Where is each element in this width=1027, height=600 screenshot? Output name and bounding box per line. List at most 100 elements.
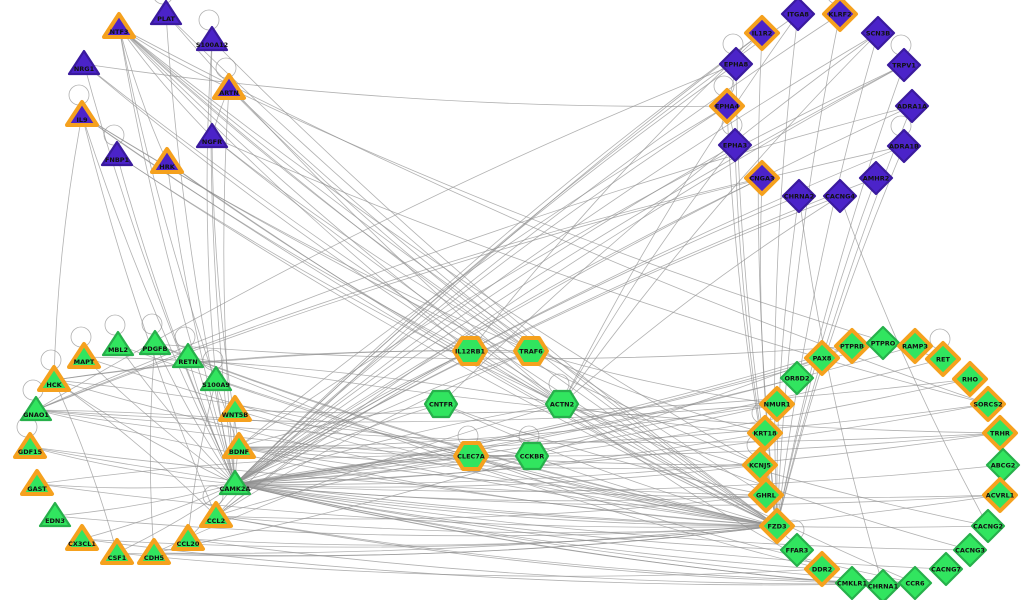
edge-PDGFB-CAMK2A bbox=[154, 343, 236, 485]
triangle-shape bbox=[19, 395, 53, 422]
edge-S100A9-CCL20 bbox=[187, 379, 217, 540]
diamond-shape bbox=[744, 160, 780, 196]
edge-CX3CL1-CAMK2A bbox=[81, 483, 236, 540]
edge-CAMK2A-CACNG2 bbox=[234, 483, 989, 528]
edge-PLAT-FZD3 bbox=[165, 13, 778, 527]
hexagon-shape bbox=[423, 389, 459, 419]
edge-EDN3-FZD3 bbox=[54, 515, 778, 537]
edge-BDNF-GHRL bbox=[238, 446, 767, 496]
edge-NTF3-ACTN2 bbox=[118, 26, 563, 405]
edge-S100A9-CAMK2A bbox=[215, 379, 236, 485]
edge-GNAO1-NMUR1 bbox=[35, 403, 778, 423]
edge-CNGA3-CAMK2A bbox=[234, 177, 763, 485]
triangle-shape bbox=[100, 538, 134, 565]
edge-CX3CL1-CCR6 bbox=[81, 538, 916, 586]
edge-PLAT-ACTN2 bbox=[165, 13, 563, 405]
edge-CAMK2A-RET bbox=[234, 358, 944, 485]
node-CCKBR[interactable]: CCKBR bbox=[514, 441, 550, 471]
diamond-shape bbox=[781, 178, 817, 214]
edge-GDF15-CAMK2A bbox=[29, 446, 236, 485]
edge-BDNF-KCNJ5 bbox=[238, 446, 761, 469]
edge-TRAF6-KRT18 bbox=[530, 350, 766, 434]
diamond-shape bbox=[742, 447, 778, 483]
triangle-shape bbox=[67, 342, 101, 369]
edge-HCK-FZD3 bbox=[53, 379, 778, 527]
edge-CHRNA2-CAMK2A bbox=[234, 195, 800, 485]
diamond-shape bbox=[780, 0, 816, 32]
edge-SCN3B-ACTN2 bbox=[561, 32, 879, 405]
node-CLEC7A[interactable]: CLEC7A bbox=[453, 441, 489, 471]
edge-FNBP1-FZD3 bbox=[116, 154, 778, 527]
edge-S100A12-S100A9 bbox=[206, 39, 217, 381]
diamond-shape bbox=[952, 532, 988, 568]
edge-CNTFR-FZD3 bbox=[440, 403, 778, 527]
edge-ITGA8-FZD3 bbox=[774, 13, 799, 527]
diamond-shape bbox=[897, 328, 933, 364]
edge-CAMK2A-DDR2 bbox=[234, 483, 823, 570]
edge-PDGFB-PTPRB bbox=[154, 343, 853, 360]
edge-CACNG4-CACNG2 bbox=[839, 195, 989, 527]
edge-CAMK2A-ABCG2 bbox=[234, 464, 1004, 492]
diamond-shape bbox=[925, 341, 961, 377]
diamond-shape bbox=[982, 415, 1018, 451]
edge-ADRA1A-CAMK2A bbox=[234, 105, 913, 485]
diamond-shape bbox=[865, 568, 901, 600]
triangle-shape bbox=[137, 538, 171, 565]
edge-CCL2-HCK bbox=[53, 379, 217, 517]
diamond-shape bbox=[709, 88, 745, 124]
edge-CAMK2A-CMKLR1 bbox=[234, 483, 853, 584]
triangle-shape bbox=[65, 100, 99, 127]
edge-CAMK2A-PTPRB bbox=[234, 345, 853, 485]
edge-CAMK2A-TRHR bbox=[234, 432, 1001, 485]
diamond-shape bbox=[748, 477, 784, 513]
node-IL12RB1[interactable]: IL12RB1 bbox=[452, 336, 488, 366]
hexagon-shape bbox=[453, 441, 489, 471]
triangle-shape bbox=[212, 73, 246, 100]
edge-IL12RB1-CCR6 bbox=[469, 350, 916, 584]
node-TRAF6[interactable]: TRAF6 bbox=[513, 336, 549, 366]
edge-MAPT-CAMK2A bbox=[83, 356, 236, 485]
triangle-shape bbox=[218, 469, 252, 496]
edge-IL9-HCK bbox=[53, 114, 83, 381]
edge-NTF3-KCNJ5 bbox=[118, 26, 761, 466]
edge-S100A12-CAMK2A bbox=[210, 39, 236, 485]
diamond-shape bbox=[747, 415, 783, 451]
edge-ITGA8-ACTN2 bbox=[561, 13, 799, 405]
diamond-shape bbox=[894, 88, 930, 124]
edge-S100A12-FZD3 bbox=[211, 39, 778, 527]
diamond-shape bbox=[804, 340, 840, 376]
edge-KLRF2-FZD3 bbox=[776, 13, 841, 527]
edge-GNAO1-TRHR bbox=[35, 409, 1001, 443]
diamond-shape bbox=[822, 178, 858, 214]
edge-EPHA3-ACTN2 bbox=[561, 144, 736, 405]
edge-IL1R2-CAMK2A bbox=[234, 32, 763, 485]
node-layer: PLATNTF3S100A12NRG1ARTNIL9NGFRFNBP1HRKIL… bbox=[13, 0, 1021, 600]
edge-NGFR-FZD3 bbox=[211, 136, 778, 527]
edge-CCL2-CMKLR1 bbox=[215, 515, 853, 584]
diamond-shape bbox=[779, 360, 815, 396]
edge-CAMK2A-NMUR1 bbox=[234, 403, 778, 485]
node-CNTFR[interactable]: CNTFR bbox=[423, 389, 459, 419]
edge-CLEC7A-HCK bbox=[53, 379, 472, 457]
diamond-shape bbox=[928, 551, 964, 587]
diamond-shape bbox=[779, 532, 815, 568]
edge-NTF3-NGFR bbox=[118, 26, 213, 138]
triangle-shape bbox=[171, 524, 205, 551]
edge-ACTN2-MAPT bbox=[83, 356, 563, 405]
node-ACTN2[interactable]: ACTN2 bbox=[544, 389, 580, 419]
edge-GNAO1-KCNJ5 bbox=[35, 409, 761, 466]
diamond-shape bbox=[897, 565, 933, 600]
edge-NTF3-BDNF bbox=[118, 26, 240, 448]
edge-TRAF6-CAMK2A bbox=[234, 350, 532, 485]
edge-NRG1-ACTN2 bbox=[83, 63, 563, 405]
edge-NGFR-TRAF6 bbox=[211, 136, 532, 352]
diamond-shape bbox=[718, 46, 754, 82]
edge-CAMK2A-SORCS2 bbox=[234, 403, 989, 485]
edge-ADRA1A-GNAO1 bbox=[35, 105, 913, 411]
triangle-shape bbox=[38, 501, 72, 528]
diamond-shape bbox=[759, 386, 795, 422]
edge-GAST-CAMK2A bbox=[36, 483, 236, 489]
edge-IL9-CCL2 bbox=[81, 114, 217, 517]
